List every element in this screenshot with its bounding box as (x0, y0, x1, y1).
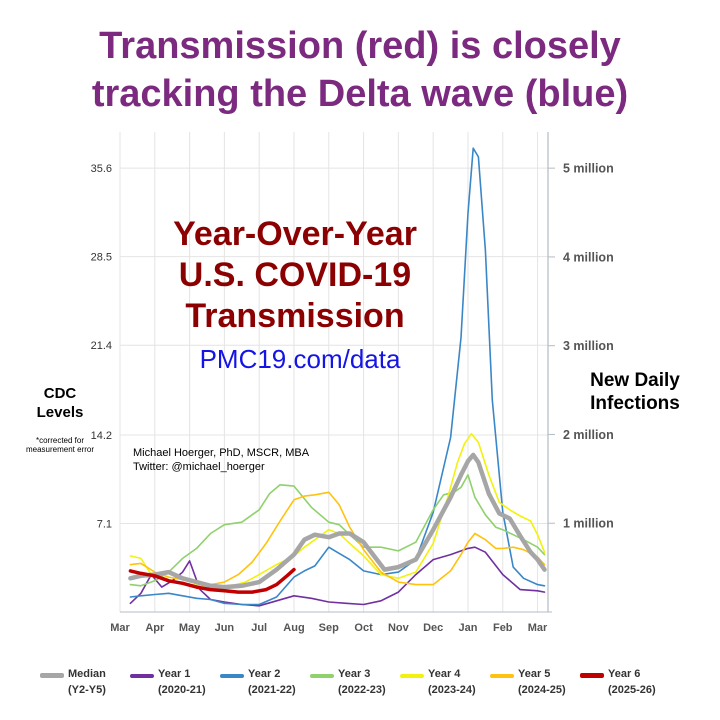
series-layer (128, 147, 547, 607)
legend-swatch (310, 674, 334, 678)
legend-period: (2025-26) (608, 684, 656, 696)
legend-label: Year 5 (518, 668, 551, 680)
right-axis-tick-label: 5 million (563, 162, 614, 176)
left-axis-tick-label: 7.1 (97, 518, 112, 530)
legend-item-year-5: Year 5 (2024-25) (490, 668, 580, 712)
left-axis-tick-label: 14.2 (91, 430, 112, 442)
x-tick-label: Mar (110, 622, 130, 634)
x-tick-label: Jul (251, 622, 267, 634)
series-line-year-1 (129, 546, 546, 607)
legend-swatch (580, 673, 604, 678)
left-axis-note: *corrected for measurement error (25, 436, 95, 454)
series-line-year-3 (129, 474, 546, 587)
inset-title-line-2: U.S. COVID-19 (178, 256, 412, 294)
x-tick-label: Jun (215, 622, 235, 634)
legend-label: Year 6 (608, 668, 641, 680)
x-tick-label: Nov (388, 622, 410, 634)
series-line-median (128, 452, 547, 590)
headline: Transmission (red) is closely tracking t… (0, 22, 720, 118)
legend-swatch (130, 674, 154, 678)
x-tick-label: Sep (319, 622, 339, 634)
legend-item-year-4: Year 4 (2023-24) (400, 668, 490, 712)
right-axis-title: New Daily Infections (570, 369, 700, 415)
left-axis-title-line-2: Levels (36, 404, 84, 421)
right-axis-tick-label: 2 million (563, 428, 614, 442)
left-axis-title: CDC Levels (20, 384, 100, 422)
series-line-year-6 (128, 567, 296, 594)
axis-layer (120, 132, 555, 613)
legend-label: Year 1 (158, 668, 191, 680)
inset-title-line-1: Year-Over-Year (173, 215, 417, 253)
right-axis-tick-label: 4 million (563, 250, 614, 264)
left-axis-tick-label: 35.6 (91, 163, 112, 175)
grid-layer (119, 132, 548, 612)
series-line-year-2 (129, 147, 546, 606)
legend-swatch (220, 674, 244, 678)
inset-title: Year-Over-Year U.S. COVID-19 Transmissio… (120, 214, 470, 337)
legend-swatch (490, 674, 514, 678)
legend-label: Median (68, 668, 106, 680)
legend-label: Year 2 (248, 668, 281, 680)
x-tick-label: Apr (145, 622, 165, 634)
legend-label: Year 3 (338, 668, 371, 680)
left-axis-tick-label: 21.4 (91, 340, 112, 352)
x-tick-label: Mar (528, 622, 548, 634)
legend-period: (Y2-Y5) (68, 684, 106, 696)
right-axis-tick-label: 3 million (563, 339, 614, 353)
x-tick-label: Oct (354, 622, 373, 634)
legend-item-median: Median (Y2-Y5) (40, 668, 130, 712)
legend-period: (2021-22) (248, 684, 296, 696)
legend-swatch (400, 674, 424, 678)
series-line-year-4 (129, 432, 546, 588)
data-url-link[interactable]: PMC19.com/data (199, 344, 401, 374)
left-axis-title-line-1: CDC (43, 385, 77, 402)
author-credit: Michael Hoerger, PhD, MSCR, MBA Twitter:… (133, 446, 309, 474)
x-tick-label: Dec (423, 622, 443, 634)
x-tick-label: Aug (283, 622, 304, 634)
author-credit-twitter: Twitter: @michael_hoerger (133, 461, 265, 473)
author-credit-name: Michael Hoerger, PhD, MSCR, MBA (133, 447, 310, 459)
legend: Median (Y2-Y5) Year 1 (2020-21) Year 2 (2021-… (40, 668, 720, 712)
legend-item-year-6: Year 6 (2025-26) (580, 668, 670, 712)
headline-line-1: Transmission (red) is closely (99, 25, 621, 67)
tick-layer: Mar Apr May Jun Jul Aug Sep Oct Nov Dec Jan Feb Mar 7… (91, 162, 614, 634)
legend-item-year-2: Year 2 (2021-22) (220, 668, 310, 712)
right-axis-title-line-2: Infections (590, 393, 680, 414)
legend-item-year-3: Year 3 (2022-23) (310, 668, 400, 712)
x-tick-label: May (179, 622, 201, 634)
legend-period: (2022-23) (338, 684, 386, 696)
legend-period: (2020-21) (158, 684, 206, 696)
legend-period: (2023-24) (428, 684, 476, 696)
right-axis-title-line-1: New Daily (590, 370, 680, 391)
legend-item-year-1: Year 1 (2020-21) (130, 668, 220, 712)
x-tick-label: Feb (493, 622, 513, 634)
right-axis-tick-label: 1 million (563, 517, 614, 531)
headline-line-2: tracking the Delta wave (blue) (91, 73, 629, 115)
legend-period: (2024-25) (518, 684, 566, 696)
left-axis-tick-label: 28.5 (91, 252, 112, 264)
x-tick-label: Jan (458, 622, 477, 634)
legend-label: Year 4 (428, 668, 461, 680)
legend-swatch (40, 673, 64, 678)
inset-title-line-3: Transmission (185, 297, 405, 335)
